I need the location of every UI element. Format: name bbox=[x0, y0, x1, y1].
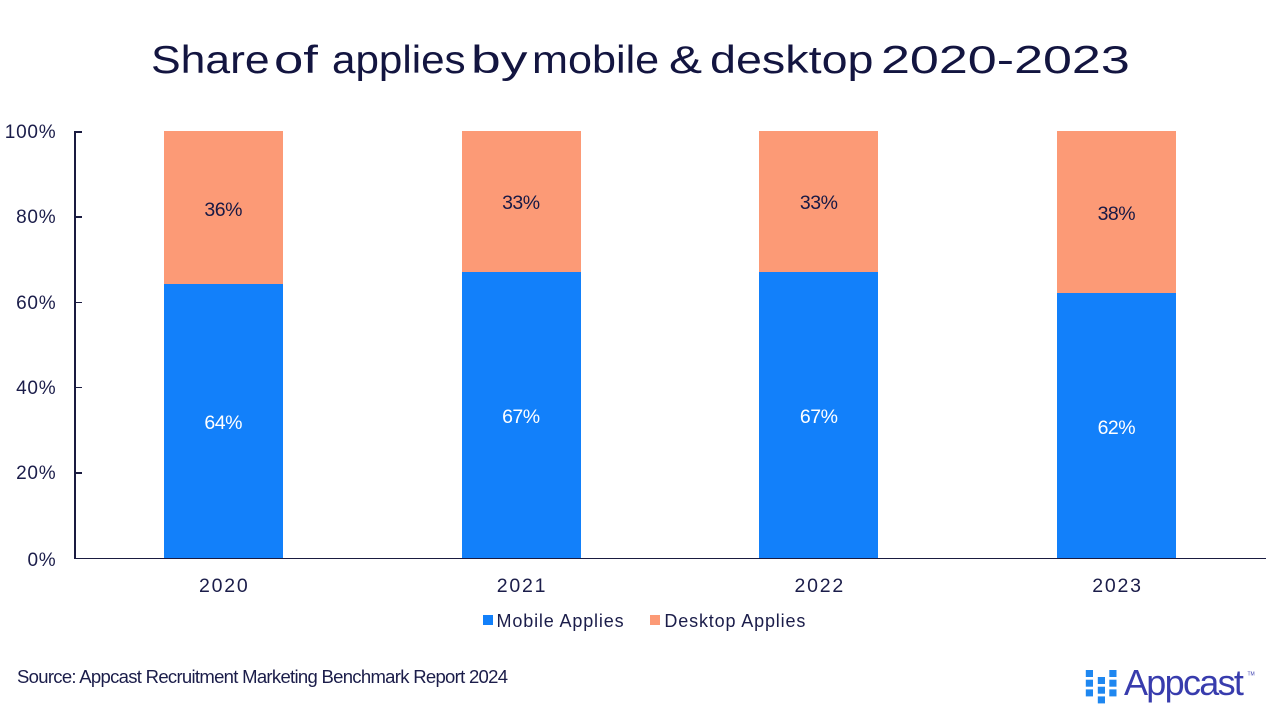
svg-text:TM: TM bbox=[1248, 672, 1255, 678]
svg-text:Appcast: Appcast bbox=[1124, 662, 1244, 703]
